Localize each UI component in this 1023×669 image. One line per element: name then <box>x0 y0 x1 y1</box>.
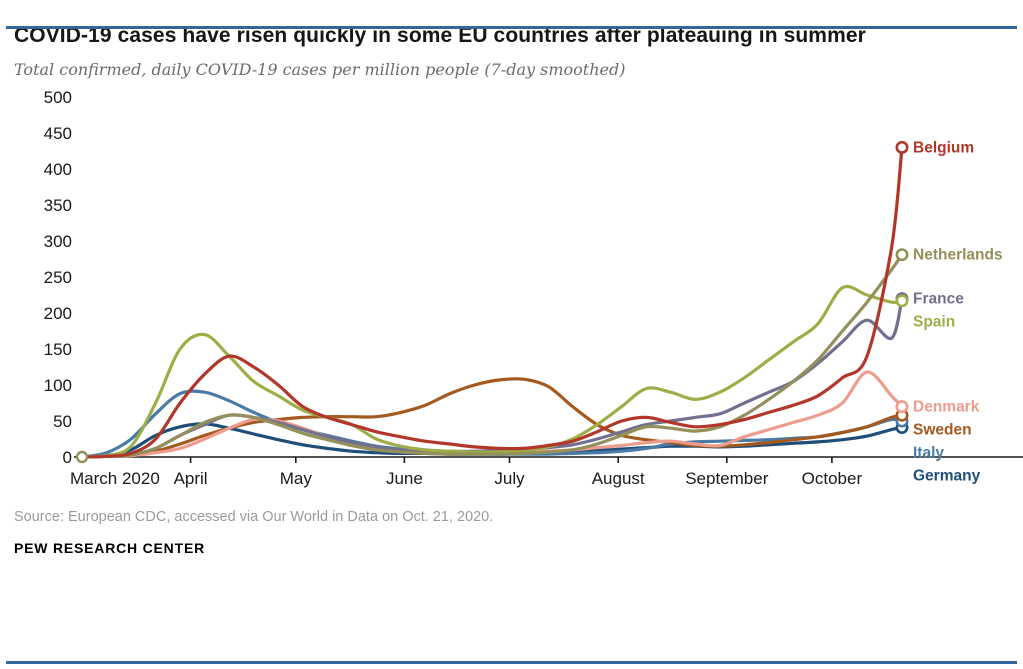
series-end-marker-belgium <box>895 140 909 154</box>
y-axis-tick-label: 450 <box>44 124 72 143</box>
x-axis-tick-label: July <box>494 469 525 488</box>
page-title: COVID-19 cases have risen quickly in som… <box>14 24 866 47</box>
x-axis-tick-label: May <box>280 469 313 488</box>
x-axis-tick-label: October <box>802 469 863 488</box>
series-label-france: France <box>913 290 964 307</box>
y-axis-tick-label: 500 <box>44 88 72 107</box>
report-page: COVID-19 cases have risen quickly in som… <box>0 21 1023 556</box>
y-axis-tick-label: 200 <box>44 304 72 323</box>
source-note: Source: European CDC, accessed via Our W… <box>14 508 494 525</box>
chart-subtitle: Total confirmed, daily COVID-19 cases pe… <box>14 59 626 79</box>
series-line-spain <box>80 284 904 459</box>
series-label-denmark: Denmark <box>913 398 980 415</box>
series-label-netherlands: Netherlands <box>913 247 1003 264</box>
series-line-france <box>80 296 904 459</box>
y-axis-tick-label: 100 <box>44 376 72 395</box>
y-axis-tick-label: 350 <box>44 196 72 215</box>
series-label-sweden: Sweden <box>913 421 972 438</box>
series-end-marker-denmark <box>895 399 909 413</box>
series-label-italy: Italy <box>913 444 944 461</box>
y-axis-tick-label: 150 <box>44 340 72 359</box>
top-rule <box>6 26 1017 29</box>
series-label-germany: Germany <box>913 467 981 484</box>
series-end-marker-spain <box>895 294 909 308</box>
bottom-rule <box>6 661 1017 664</box>
y-axis-tick-label: 50 <box>53 412 72 431</box>
series-label-spain: Spain <box>913 313 955 330</box>
y-axis-tick-label: 400 <box>44 160 72 179</box>
x-axis-tick-label: March 2020 <box>70 469 160 488</box>
series-label-belgium: Belgium <box>913 139 974 156</box>
series-start-marker-netherlands <box>75 450 89 464</box>
x-axis-tick-label: June <box>386 469 423 488</box>
series-line-netherlands <box>80 252 904 459</box>
x-axis-tick-label: April <box>174 469 208 488</box>
x-axis-tick-label: August <box>592 469 645 488</box>
series-line-belgium <box>80 145 904 459</box>
series-end-marker-netherlands <box>895 248 909 262</box>
y-axis-tick-label: 300 <box>44 232 72 251</box>
chart: 0 50 100 150 200 250 300 350 400 450 500 March 2020… <box>14 83 1023 495</box>
x-axis-tick-label: September <box>685 469 768 488</box>
pew-research-center-brand: PEW RESEARCH CENTER <box>14 539 205 556</box>
line-chart-svg: 0 50 100 150 200 250 300 350 400 450 500 March 2020… <box>44 88 1023 488</box>
y-axis-tick-label: 0 <box>63 448 72 467</box>
y-axis-tick-label: 250 <box>44 268 72 287</box>
